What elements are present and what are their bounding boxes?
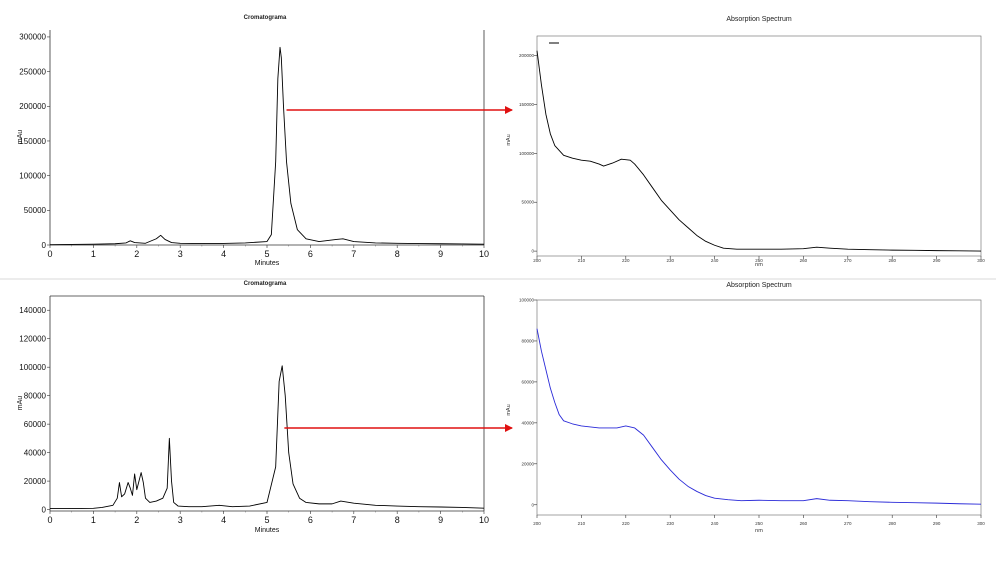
x-tick-label: 290 — [933, 258, 941, 263]
y-tick-label: 200000 — [519, 53, 535, 58]
x-tick-label: 240 — [711, 521, 719, 526]
y-tick-label: 100000 — [19, 171, 46, 180]
y-tick-label: 250000 — [19, 67, 46, 76]
y-tick-label: 200000 — [19, 102, 46, 111]
y-tick-label: 300000 — [19, 33, 46, 42]
x-tick-label: 250 — [755, 521, 763, 526]
chart-title: Absorption Spectrum — [726, 282, 792, 289]
y-tick-label: 50000 — [24, 206, 47, 215]
x-tick-label: 7 — [351, 249, 356, 259]
x-tick-label: 9 — [438, 515, 443, 525]
x-tick-label: 6 — [308, 515, 313, 525]
x-tick-label: 7 — [351, 515, 356, 525]
x-tick-label: 8 — [395, 249, 400, 259]
chart-title: Cromatograma — [244, 281, 287, 287]
x-axis-label: Minutes — [255, 260, 280, 267]
y-tick-label: 150000 — [19, 137, 46, 146]
y-tick-label: 60000 — [521, 379, 534, 384]
x-tick-label: 10 — [479, 249, 489, 259]
x-axis-label: Minutes — [255, 527, 280, 534]
y-tick-label: 100000 — [519, 151, 535, 156]
series-line — [536, 328, 982, 505]
x-tick-label: 9 — [438, 249, 443, 259]
x-tick-label: 3 — [178, 515, 183, 525]
y-tick-label: 50000 — [521, 200, 534, 205]
x-tick-label: 200 — [533, 258, 541, 263]
x-tick-label: 260 — [800, 258, 808, 263]
series-line — [49, 365, 485, 510]
x-tick-label: 250 — [755, 258, 763, 263]
x-tick-label: 300 — [977, 521, 985, 526]
x-tick-label: 6 — [308, 249, 313, 259]
x-tick-label: 2 — [134, 515, 139, 525]
y-tick-label: 20000 — [24, 477, 47, 486]
x-tick-label: 200 — [533, 521, 541, 526]
x-tick-label: 220 — [622, 521, 630, 526]
y-axis-label: mAu — [17, 130, 24, 145]
x-tick-label: 0 — [47, 515, 52, 525]
series-line — [49, 46, 485, 246]
y-tick-label: 80000 — [521, 338, 534, 343]
y-tick-label: 0 — [531, 249, 534, 254]
x-tick-label: 230 — [666, 521, 674, 526]
plot-frame — [536, 35, 982, 257]
x-tick-label: 260 — [800, 521, 808, 526]
y-tick-label: 80000 — [24, 391, 47, 400]
y-axis-label: mAu — [506, 134, 512, 145]
y-tick-label: 120000 — [19, 335, 46, 344]
x-tick-label: 3 — [178, 249, 183, 259]
y-tick-label: 40000 — [521, 420, 534, 425]
x-tick-label: 210 — [578, 521, 586, 526]
y-tick-label: 140000 — [19, 306, 46, 315]
x-tick-label: 8 — [395, 515, 400, 525]
x-axis-label: nm — [755, 528, 763, 534]
x-tick-label: 5 — [264, 249, 269, 259]
x-tick-label: 5 — [264, 515, 269, 525]
chart-title: Cromatograma — [244, 15, 287, 21]
plot-frame — [536, 299, 982, 516]
x-tick-label: 280 — [888, 521, 896, 526]
y-tick-label: 20000 — [521, 461, 534, 466]
y-tick-label: 60000 — [24, 420, 47, 429]
y-tick-label: 0 — [531, 502, 534, 507]
x-tick-label: 1 — [91, 249, 96, 259]
x-tick-label: 300 — [977, 258, 985, 263]
x-tick-label: 270 — [844, 258, 852, 263]
x-tick-label: 1 — [91, 515, 96, 525]
y-tick-label: 0 — [42, 241, 47, 250]
x-tick-label: 210 — [578, 258, 586, 263]
y-tick-label: 0 — [42, 505, 47, 514]
x-tick-label: 220 — [622, 258, 630, 263]
x-tick-label: 270 — [844, 521, 852, 526]
x-axis-label: nm — [755, 262, 763, 268]
x-tick-label: 0 — [47, 249, 52, 259]
x-tick-label: 4 — [221, 249, 226, 259]
x-tick-label: 290 — [933, 521, 941, 526]
x-tick-label: 2 — [134, 249, 139, 259]
x-tick-label: 10 — [479, 515, 489, 525]
chart-title: Absorption Spectrum — [726, 16, 792, 23]
y-axis-label: mAu — [17, 396, 24, 411]
x-tick-label: 280 — [888, 258, 896, 263]
series-line — [536, 50, 982, 252]
y-tick-label: 100000 — [519, 298, 535, 303]
y-tick-label: 100000 — [19, 363, 46, 372]
x-tick-label: 240 — [711, 258, 719, 263]
y-tick-label: 150000 — [519, 102, 535, 107]
y-axis-label: mAu — [506, 404, 512, 415]
x-tick-label: 230 — [666, 258, 674, 263]
y-tick-label: 40000 — [24, 448, 47, 457]
x-tick-label: 4 — [221, 515, 226, 525]
